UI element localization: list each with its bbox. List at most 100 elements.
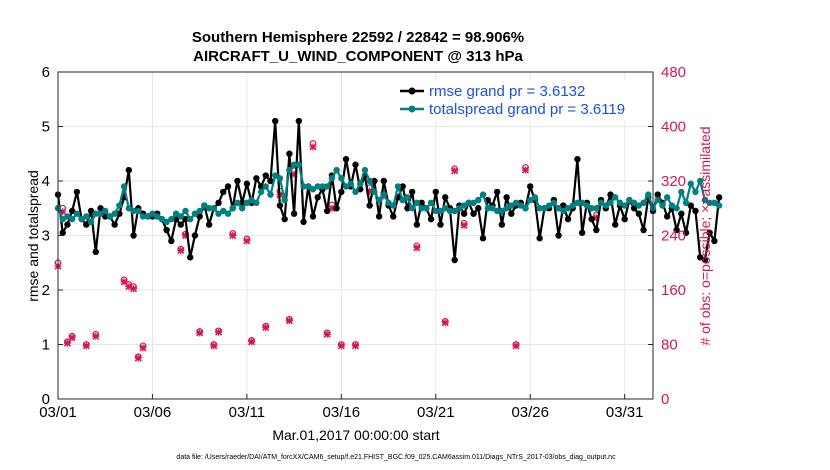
obs-assimilated-point — [214, 328, 223, 336]
rmse-point — [470, 210, 477, 217]
totalspread-point — [338, 175, 345, 182]
totalspread-point — [427, 199, 435, 206]
rmse-point — [692, 207, 699, 215]
rmse-point — [432, 188, 439, 196]
rmse-point — [451, 256, 458, 264]
rmse-point — [295, 117, 303, 125]
totalspread-point — [201, 202, 208, 209]
totalspread-point — [120, 183, 128, 190]
totalspread-point — [328, 175, 336, 182]
rmse-point — [177, 221, 184, 228]
obs-assimilated-point — [285, 317, 293, 325]
legend-rmse-swatch-marker — [408, 87, 416, 95]
totalspread-point — [238, 205, 246, 212]
totalspread-point — [205, 205, 213, 212]
totalspread-point — [687, 180, 694, 187]
rmse-point — [404, 205, 411, 212]
rmse-point — [182, 215, 189, 223]
y-left-tick-label: 6 — [42, 64, 50, 81]
rmse-point — [437, 221, 444, 228]
totalspread-point — [380, 191, 388, 198]
rmse-point — [503, 194, 510, 201]
obs-assimilated-point — [63, 339, 72, 347]
rmse-point — [588, 215, 595, 223]
obs-assimilated-point — [243, 237, 251, 245]
y-right-tick-label: 160 — [661, 282, 686, 299]
totalspread-point — [493, 207, 501, 215]
totalspread-point — [177, 213, 184, 220]
totalspread-point — [262, 183, 269, 190]
totalspread-point — [168, 215, 175, 223]
obs-assimilated-point — [196, 329, 204, 337]
rmse-point — [102, 213, 109, 220]
totalspread-point — [149, 210, 156, 217]
totalspread-point — [286, 166, 293, 174]
totalspread-point — [465, 199, 473, 206]
rmse-point — [399, 183, 406, 190]
totalspread-point — [654, 196, 661, 204]
rmse-point — [272, 117, 279, 125]
totalspread-point — [626, 196, 633, 204]
totalspread-point — [673, 205, 680, 212]
rmse-point — [593, 226, 600, 234]
obs-assimilated-point — [139, 344, 147, 352]
obs-assimilated-point — [521, 166, 530, 174]
totalspread-point — [64, 213, 71, 220]
totalspread-point — [711, 199, 718, 206]
totalspread-point — [560, 207, 567, 215]
obs-assimilated-point — [351, 342, 360, 350]
x-axis-label: Mar.01,2017 00:00:00 start — [272, 427, 439, 443]
rmse-point — [116, 210, 123, 217]
totalspread-point — [498, 207, 506, 215]
rmse-point — [338, 188, 345, 196]
totalspread-point — [347, 180, 354, 187]
y-left-tick-label: 4 — [42, 173, 50, 190]
obs-assimilated-point — [210, 342, 218, 350]
totalspread-point — [305, 183, 312, 190]
obs-assimilated-point — [309, 143, 317, 151]
totalspread-point — [333, 166, 340, 174]
rmse-point — [413, 221, 421, 228]
rmse-point — [711, 237, 718, 245]
rmse-point — [390, 213, 397, 220]
totalspread-point — [394, 183, 402, 190]
rmse-point — [678, 210, 685, 217]
totalspread-point — [536, 205, 543, 212]
totalspread-point — [555, 205, 562, 212]
totalspread-point — [163, 218, 170, 226]
totalspread-point — [489, 205, 496, 212]
totalspread-point — [408, 205, 416, 212]
x-tick-label: 03/06 — [134, 404, 172, 421]
y-right-tick-label: 80 — [661, 337, 678, 354]
rmse-point — [168, 237, 175, 245]
totalspread-point — [191, 210, 199, 217]
rmse-point — [257, 183, 265, 190]
rmse-point — [253, 175, 260, 182]
rmse-point — [371, 177, 378, 185]
totalspread-point — [314, 183, 321, 190]
obs-assimilated-point — [68, 334, 76, 342]
obs-assimilated-point — [323, 330, 331, 338]
rmse-point — [300, 218, 307, 226]
totalspread-point — [352, 188, 359, 196]
totalspread-point — [437, 207, 444, 215]
x-tick-label: 03/26 — [511, 404, 549, 421]
totalspread-point — [187, 215, 194, 223]
rmse-point — [380, 177, 388, 185]
rmse-point — [560, 202, 567, 209]
y-axis-right-label: # of obs: o=possible; ×=assimilated — [697, 126, 713, 345]
totalspread-point — [715, 202, 723, 209]
rmse-point — [281, 215, 288, 223]
obs-assimilated-point — [460, 221, 468, 229]
rmse-point — [408, 188, 416, 196]
rmse-point — [290, 210, 298, 217]
totalspread-point — [73, 210, 81, 217]
totalspread-point — [220, 207, 227, 215]
totalspread-point — [621, 202, 628, 209]
totalspread-point — [597, 199, 605, 206]
totalspread-point — [92, 210, 99, 217]
totalspread-point — [475, 196, 482, 204]
obs-assimilated-point — [441, 319, 449, 327]
totalspread-point — [593, 205, 600, 212]
x-tick-label: 03/16 — [323, 404, 361, 421]
